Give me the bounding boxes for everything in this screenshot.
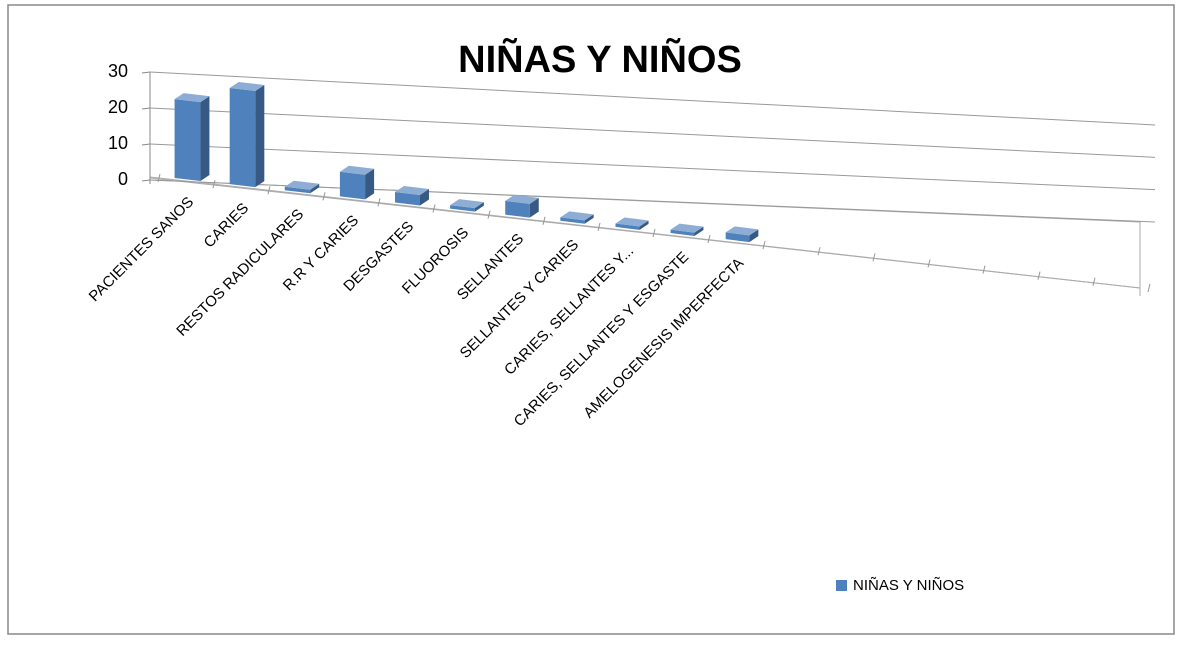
bar bbox=[174, 93, 210, 182]
chart-title: NIÑAS Y NIÑOS bbox=[458, 37, 742, 81]
bar-face bbox=[229, 81, 265, 91]
bar-face bbox=[395, 191, 420, 206]
bar-face bbox=[365, 168, 375, 200]
bar-face bbox=[310, 183, 320, 194]
bar bbox=[505, 194, 539, 218]
bar-face bbox=[255, 84, 265, 188]
x-tick bbox=[982, 265, 986, 274]
bar-face bbox=[419, 188, 429, 206]
x-tick bbox=[1092, 277, 1096, 286]
bar-face bbox=[174, 99, 201, 182]
bar-face bbox=[450, 205, 475, 212]
grid-line bbox=[149, 71, 1156, 126]
bar-face bbox=[474, 202, 484, 212]
bar bbox=[339, 165, 375, 200]
legend-swatch bbox=[836, 580, 847, 591]
bar-face bbox=[284, 186, 311, 194]
x-tick bbox=[377, 198, 381, 207]
bar-face bbox=[560, 217, 585, 224]
x-tick bbox=[1147, 283, 1151, 293]
y-tick bbox=[141, 179, 151, 182]
x-tick bbox=[597, 222, 601, 231]
bar bbox=[670, 223, 704, 237]
bar-face bbox=[174, 93, 210, 103]
floor-edge bbox=[149, 176, 1141, 289]
bar-face bbox=[200, 96, 210, 182]
bar-face bbox=[284, 180, 320, 190]
legend-label: NIÑAS Y NIÑOS bbox=[853, 577, 964, 594]
bar-face bbox=[560, 211, 594, 221]
bar-face bbox=[694, 226, 704, 237]
y-tick-label: 20 bbox=[108, 97, 128, 117]
x-tick bbox=[212, 179, 216, 189]
x-tick bbox=[487, 210, 491, 219]
bar-face bbox=[584, 214, 594, 224]
y-tick-label: 0 bbox=[118, 169, 128, 189]
x-tick bbox=[762, 241, 766, 250]
bar-face bbox=[749, 229, 759, 243]
x-tick bbox=[267, 186, 271, 195]
x-tick bbox=[542, 216, 546, 225]
x-tick bbox=[322, 192, 326, 201]
bar-face bbox=[505, 194, 539, 204]
bar-face bbox=[670, 229, 695, 237]
bar-face bbox=[229, 87, 256, 188]
y-tick-label: 30 bbox=[108, 61, 128, 81]
x-tick bbox=[432, 204, 436, 213]
bar-face bbox=[339, 165, 375, 175]
y-tick bbox=[141, 107, 151, 110]
bar bbox=[284, 180, 320, 194]
bar-face bbox=[339, 171, 366, 200]
y-tick bbox=[141, 71, 151, 74]
bar-face bbox=[639, 220, 649, 230]
y-tick bbox=[141, 143, 151, 146]
bar-face bbox=[725, 232, 750, 243]
x-tick bbox=[1037, 271, 1041, 280]
grid-line bbox=[149, 107, 1156, 158]
y-tick-label: 10 bbox=[108, 133, 128, 153]
bar bbox=[450, 199, 484, 212]
bar-face bbox=[529, 197, 539, 218]
bar-face bbox=[615, 223, 640, 230]
bar-face bbox=[395, 185, 429, 195]
x-tick bbox=[157, 173, 161, 183]
bar-face bbox=[615, 217, 649, 227]
x-tick bbox=[652, 228, 656, 238]
bar bbox=[615, 217, 649, 230]
bar-face bbox=[670, 223, 704, 233]
grid-line bbox=[149, 143, 1156, 191]
bar-face bbox=[725, 226, 759, 236]
x-tick bbox=[872, 253, 876, 262]
bar bbox=[395, 185, 429, 206]
bar bbox=[725, 226, 759, 243]
x-tick bbox=[707, 234, 711, 244]
bar bbox=[560, 211, 594, 224]
bar-face bbox=[505, 200, 530, 218]
bar bbox=[229, 81, 265, 188]
x-tick bbox=[927, 259, 931, 268]
x-tick bbox=[817, 247, 821, 256]
bar-face bbox=[450, 199, 484, 209]
